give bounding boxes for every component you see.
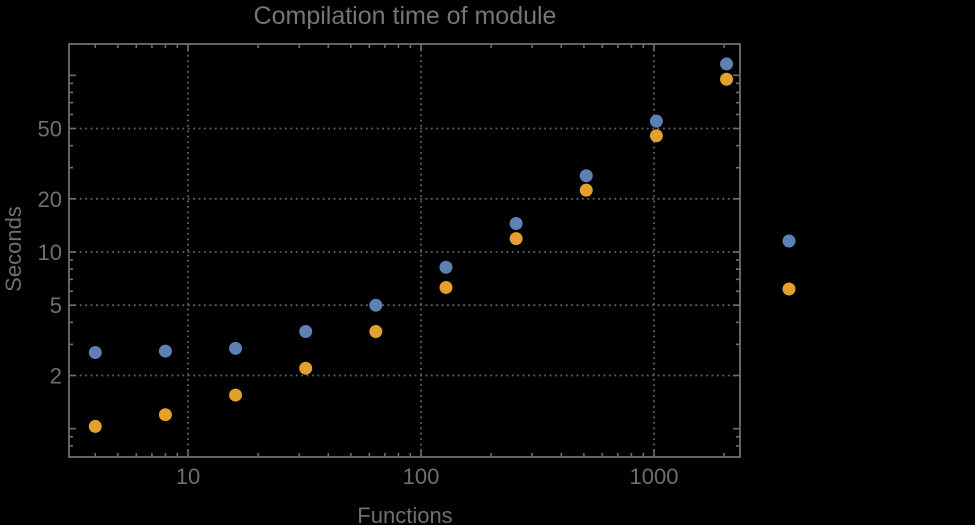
y-tick-label: 10 xyxy=(38,240,62,265)
data-point-series-2-x256 xyxy=(509,232,523,246)
data-point-series-1-x32 xyxy=(299,324,313,338)
data-point-series-2-x4 xyxy=(88,419,102,433)
data-point-series-2-x128 xyxy=(439,280,453,294)
x-tick-label: 100 xyxy=(403,464,440,489)
data-point-series-1-x16 xyxy=(229,341,243,355)
y-tick-label: 50 xyxy=(38,116,62,141)
legend-marker-series-2 xyxy=(782,282,796,296)
y-tick-label: 2 xyxy=(50,364,62,389)
data-point-series-1-x2048 xyxy=(720,57,734,71)
data-point-series-2-x512 xyxy=(579,183,593,197)
data-point-series-2-x2048 xyxy=(720,72,734,86)
data-point-series-2-x1024 xyxy=(649,129,663,143)
data-point-series-1-x8 xyxy=(158,344,172,358)
x-tick-label: 10 xyxy=(176,464,200,489)
plot-frame xyxy=(68,43,741,458)
data-point-series-1-x512 xyxy=(579,169,593,183)
data-point-series-1-x64 xyxy=(369,298,383,312)
data-point-series-1-x128 xyxy=(439,260,453,274)
x-tick-label: 1000 xyxy=(630,464,679,489)
y-tick-label: 20 xyxy=(38,187,62,212)
x-axis-label: Functions xyxy=(357,503,453,525)
data-point-series-1-x256 xyxy=(509,216,523,230)
data-point-series-1-x1024 xyxy=(649,114,663,128)
y-tick-label: 5 xyxy=(50,293,62,318)
legend-marker-series-1 xyxy=(782,234,796,248)
data-point-series-2-x8 xyxy=(158,408,172,422)
data-point-series-2-x16 xyxy=(229,388,243,402)
chart-title: Compilation time of module xyxy=(253,2,557,30)
data-point-series-2-x64 xyxy=(369,324,383,338)
data-point-series-1-x4 xyxy=(88,345,102,359)
data-point-series-2-x32 xyxy=(299,361,313,375)
